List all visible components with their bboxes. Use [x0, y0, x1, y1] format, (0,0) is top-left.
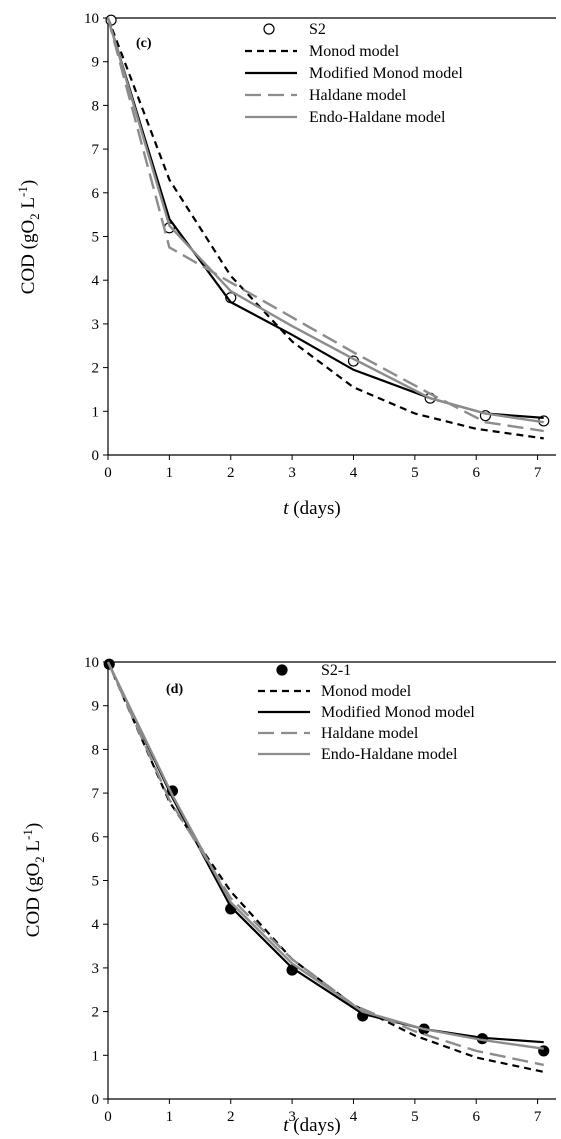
y-tick-label: 1 [92, 404, 100, 420]
y-tick-label: 0 [92, 448, 100, 464]
x-tick-label: 1 [166, 465, 174, 481]
y-tick-label: 3 [92, 317, 100, 333]
x-axis-title: t (days) [283, 1115, 341, 1136]
x-tick-label: 0 [104, 465, 112, 481]
y-tick-label: 8 [92, 98, 100, 114]
legend-label: Monod model [309, 43, 400, 60]
y-axis-title-unit: L [18, 197, 39, 213]
y-tick-label: 3 [92, 961, 100, 977]
legend-label: S2 [309, 21, 326, 38]
series-line-haldane-model [106, 661, 544, 1067]
x-tick-label: 6 [472, 1109, 480, 1125]
series-line-modified-monod-model [107, 661, 544, 1044]
x-tick-label: 2 [227, 1109, 235, 1125]
x-tick-label: 7 [534, 1109, 542, 1125]
legend-label: Modified Monod model [309, 65, 463, 82]
series-line-haldane-model [106, 17, 544, 433]
x-tick-label: 2 [227, 465, 235, 481]
y-axis-title-close: ) [18, 180, 39, 186]
legend-label: S2-1 [321, 662, 351, 679]
y-tick-label: 4 [92, 917, 100, 933]
y-tick-label: 0 [92, 1092, 100, 1108]
panel-label: (d) [166, 682, 183, 697]
y-tick-label: 5 [92, 874, 100, 890]
y-tick-label: 9 [92, 699, 100, 715]
legend-label: Monod model [321, 683, 412, 700]
x-tick-label: 7 [534, 465, 542, 481]
x-axis-title-var: t [283, 1115, 289, 1136]
y-axis-title: COD (gO2 L-1) [20, 823, 47, 937]
x-tick-label: 3 [288, 465, 296, 481]
y-tick-label: 9 [92, 55, 100, 71]
y-tick-label: 10 [84, 655, 99, 671]
x-tick-label: 4 [350, 465, 358, 481]
x-axis-title-rest: (days) [289, 1115, 341, 1136]
x-tick-label: 3 [288, 1109, 296, 1125]
legend-label: Haldane model [321, 725, 419, 742]
y-tick-label: 2 [92, 361, 100, 377]
y-axis-title-subscript: 2 [27, 213, 42, 220]
series-line-endo-haldane-model [106, 661, 544, 1050]
y-tick-label: 4 [92, 273, 100, 289]
legend-label: Modified Monod model [321, 704, 475, 721]
series-line-endo-haldane-model [106, 17, 544, 424]
legend-marker [263, 23, 275, 35]
y-axis-title-close: ) [23, 823, 44, 829]
y-tick-label: 6 [92, 186, 100, 202]
x-axis-title-rest: (days) [289, 498, 341, 519]
y-axis-title-subscript: 2 [32, 856, 47, 863]
y-tick-label: 5 [92, 230, 100, 246]
series-line-monod-model [106, 661, 544, 1073]
y-tick-label: 2 [92, 1005, 100, 1021]
y-tick-label: 10 [84, 11, 99, 27]
x-axis-title-var: t [283, 498, 289, 519]
y-axis-title-superscript: -1 [15, 186, 30, 197]
y-axis-title-unit: L [23, 840, 44, 856]
x-tick-label: 1 [166, 1109, 174, 1125]
x-tick-label: 6 [472, 465, 480, 481]
legend-label: Haldane model [309, 87, 407, 104]
y-axis-title-superscript: -1 [20, 829, 35, 840]
legend-label: Endo-Haldane model [321, 746, 458, 763]
y-tick-label: 1 [92, 1048, 100, 1064]
x-tick-label: 0 [104, 1109, 112, 1125]
legend-label: Endo-Haldane model [309, 109, 446, 126]
y-tick-label: 7 [92, 786, 100, 802]
x-axis-title: t (days) [283, 498, 341, 519]
panel-label: (c) [136, 36, 152, 51]
x-tick-label: 5 [411, 465, 419, 481]
y-axis-title: COD (gO2 L-1) [15, 180, 42, 294]
x-tick-label: 5 [411, 1109, 419, 1125]
legend-marker [276, 664, 288, 676]
y-tick-label: 7 [92, 142, 100, 158]
y-axis-title-main: COD (gO [18, 220, 39, 294]
y-axis-title-main: COD (gO [23, 863, 44, 937]
y-tick-label: 8 [92, 742, 100, 758]
x-tick-label: 4 [350, 1109, 358, 1125]
y-tick-label: 6 [92, 830, 100, 846]
